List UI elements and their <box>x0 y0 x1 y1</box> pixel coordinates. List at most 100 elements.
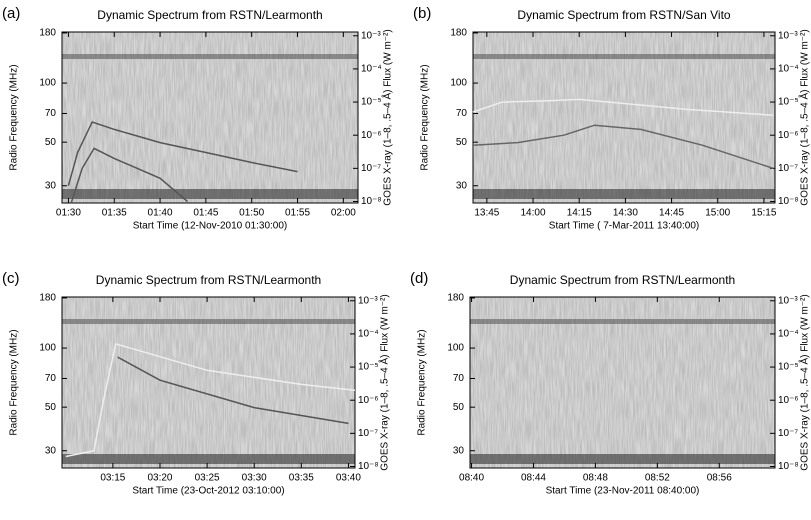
spectrum-noise <box>473 32 775 203</box>
panel-label: (b) <box>413 5 431 22</box>
y2-tick-label: 10⁻⁶ <box>361 130 382 141</box>
y2-tick-label: 10⁻⁴ <box>358 329 379 340</box>
spectrum-high-band <box>473 54 775 59</box>
y-tick-label: 30 <box>453 445 465 456</box>
x-tick-label: 01:30 <box>56 208 81 219</box>
y2-tick-label: 10⁻⁶ <box>358 395 379 406</box>
panel-label: (d) <box>410 270 428 287</box>
y-axis-title: Radio Frequency (MHz) <box>9 64 20 170</box>
y2-tick-label: 10⁻⁶ <box>778 395 799 406</box>
y2-tick-label: 10⁻⁵ <box>358 362 379 373</box>
spectrum-low-band <box>470 454 775 464</box>
goes-flux-curve <box>472 124 774 170</box>
goes-flux-curve <box>65 342 356 458</box>
spectrum-low-band <box>62 189 358 199</box>
y2-tick-label: 10⁻³ <box>358 295 378 306</box>
goes-flux-curve <box>67 121 298 186</box>
panel-label: (a) <box>2 5 20 22</box>
spectrum-noise <box>62 32 358 203</box>
x-tick-label: 14:15 <box>567 208 592 219</box>
y2-tick-label: 10⁻⁵ <box>361 97 382 108</box>
y2-axis-title: GOES X-ray (1–8, .5–4 Å) Flux (W m⁻²) <box>378 294 391 470</box>
spectrum-noise <box>62 297 355 468</box>
y2-tick-label: 10⁻⁸ <box>358 461 379 472</box>
panel: (a) Dynamic Spectrum from RSTN/Learmonth S… <box>2 5 394 232</box>
x-tick-label: 08:56 <box>707 473 732 484</box>
goes-flux-curve <box>70 147 188 204</box>
spectrum-low-band <box>473 189 775 199</box>
x-tick-label: 14:00 <box>521 208 546 219</box>
spectrum-noise <box>470 297 775 468</box>
x-tick-label: 01:50 <box>239 208 264 219</box>
plot-frame <box>61 31 359 204</box>
panel-label: (c) <box>2 270 20 287</box>
x-tick-label: 03:30 <box>242 473 267 484</box>
y2-tick-label: 10⁻⁸ <box>778 196 799 207</box>
panel: (d) Dynamic Spectrum from RSTN/Learmonth S… <box>410 270 811 497</box>
chart-title: Dynamic Spectrum from RSTN/Learmonth <box>510 273 735 287</box>
x-tick-label: 03:15 <box>100 473 125 484</box>
y-tick-label: 180 <box>447 293 464 304</box>
x-tick-label: 01:40 <box>148 208 173 219</box>
y-tick-label: 50 <box>45 402 57 413</box>
x-tick-label: 01:45 <box>193 208 218 219</box>
y2-tick-label: 10⁻⁷ <box>778 428 798 439</box>
plot-frame <box>469 296 776 469</box>
x-tick-label: 01:55 <box>285 208 310 219</box>
x-tick-label: 02:00 <box>331 208 356 219</box>
y-tick-label: 50 <box>453 402 465 413</box>
y-tick-label: 100 <box>39 78 56 89</box>
y-tick-label: 70 <box>456 108 468 119</box>
y2-axis-title: GOES X-ray (1–8, .5–4 Å) Flux (W m⁻²) <box>798 29 811 205</box>
y2-tick-label: 10⁻⁸ <box>361 196 382 207</box>
plot-frame <box>61 296 356 469</box>
x-axis-title: Start Time ( 7-Mar-2011 13:40:00) <box>549 221 699 232</box>
x-tick-label: 03:40 <box>336 473 361 484</box>
chart-title: Dynamic Spectrum from RSTN/San Vito <box>517 8 731 22</box>
y2-tick-label: 10⁻⁷ <box>361 163 381 174</box>
y-tick-label: 50 <box>45 137 57 148</box>
goes-flux-curve <box>472 98 774 116</box>
y-tick-label: 180 <box>450 28 467 39</box>
y-axis-title: Radio Frequency (MHz) <box>417 329 428 435</box>
y-tick-label: 100 <box>39 343 56 354</box>
chart-title: Dynamic Spectrum from RSTN/Learmonth <box>96 273 321 287</box>
spectrum-high-band <box>62 319 355 324</box>
x-tick-label: 14:45 <box>659 208 684 219</box>
x-axis-title: Start Time (12-Nov-2010 01:30:00) <box>133 221 288 232</box>
y2-tick-label: 10⁻⁵ <box>778 97 799 108</box>
x-axis-title: Start Time (23-Oct-2012 03:10:00) <box>132 486 284 497</box>
x-tick-label: 13:45 <box>474 208 499 219</box>
y-tick-label: 30 <box>45 180 57 191</box>
y2-tick-label: 10⁻³ <box>361 30 381 41</box>
chart-title: Dynamic Spectrum from RSTN/Learmonth <box>97 8 322 22</box>
y2-tick-label: 10⁻⁷ <box>778 163 798 174</box>
y-tick-label: 70 <box>45 108 57 119</box>
panel: (c) Dynamic Spectrum from RSTN/Learmonth S… <box>2 270 391 497</box>
y-axis-title: Radio Frequency (MHz) <box>420 64 431 170</box>
y-axis-title: Radio Frequency (MHz) <box>9 329 20 435</box>
y2-tick-label: 10⁻⁷ <box>358 428 378 439</box>
y2-tick-label: 10⁻⁸ <box>778 461 799 472</box>
x-tick-label: 03:25 <box>195 473 220 484</box>
y-tick-label: 180 <box>39 293 56 304</box>
x-tick-label: 08:40 <box>459 473 484 484</box>
y2-tick-label: 10⁻⁴ <box>778 64 799 75</box>
x-tick-label: 15:00 <box>705 208 730 219</box>
y2-tick-label: 10⁻⁴ <box>778 329 799 340</box>
y-tick-label: 50 <box>456 137 468 148</box>
x-tick-label: 14:30 <box>613 208 638 219</box>
x-axis-title: Start Time (23-Nov-2011 08:40:00) <box>546 486 700 497</box>
spectrum-low-band <box>62 454 355 464</box>
x-tick-label: 03:20 <box>147 473 172 484</box>
y-tick-label: 100 <box>450 78 467 89</box>
y2-axis-title: GOES X-ray (1–8, .5–4 Å) Flux (W m⁻²) <box>798 294 811 470</box>
y-tick-label: 30 <box>456 180 468 191</box>
y2-tick-label: 10⁻³ <box>778 295 798 306</box>
goes-flux-curve <box>117 356 349 425</box>
plot-frame <box>472 31 776 204</box>
y2-tick-label: 10⁻⁶ <box>778 130 799 141</box>
x-tick-label: 08:48 <box>583 473 608 484</box>
x-tick-label: 08:52 <box>645 473 670 484</box>
